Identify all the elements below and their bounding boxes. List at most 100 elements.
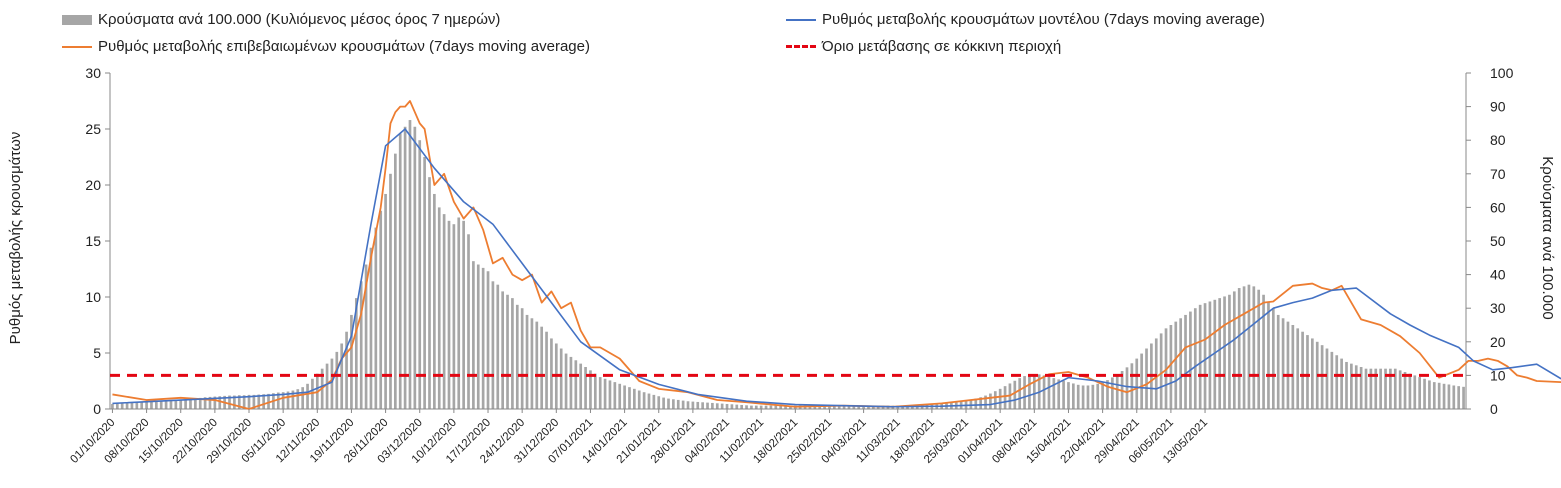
bar <box>511 298 514 409</box>
bar <box>1242 286 1246 409</box>
bar <box>120 403 124 409</box>
bar <box>701 402 704 409</box>
legend-label-bars: Κρούσματα ανά 100.000 (Κυλιόμενος μέσος … <box>98 11 501 28</box>
bar <box>1193 308 1197 409</box>
bar <box>720 403 724 409</box>
bar <box>637 390 641 409</box>
y-left-tick-label: 10 <box>85 289 101 305</box>
bar <box>618 383 622 409</box>
bar <box>111 403 114 409</box>
bar <box>833 405 836 409</box>
bar <box>584 367 587 409</box>
bar <box>1174 321 1178 409</box>
bar <box>1091 384 1095 409</box>
bar <box>496 284 500 409</box>
bar <box>633 388 636 409</box>
bar <box>1081 385 1085 409</box>
bar <box>1086 385 1090 409</box>
bar <box>194 398 197 409</box>
bar <box>418 140 422 409</box>
bar <box>1106 380 1109 409</box>
bar <box>423 157 426 409</box>
legend-swatch-model <box>786 18 816 21</box>
bar <box>735 404 739 409</box>
bar <box>330 358 334 409</box>
bar <box>1218 298 1222 409</box>
bar <box>711 402 714 409</box>
bar <box>242 395 246 409</box>
bar <box>1286 321 1290 409</box>
bar <box>354 298 358 409</box>
bar <box>642 392 646 409</box>
bar <box>842 405 846 409</box>
bar <box>774 405 778 409</box>
bar <box>306 383 309 409</box>
legend-item-threshold: Όριο μετάβασης σε κόκκινη περιοχή <box>786 38 1061 55</box>
bar <box>1311 338 1314 409</box>
bar <box>1354 365 1358 409</box>
bar <box>1159 333 1163 409</box>
bar <box>579 363 583 409</box>
bar <box>1023 376 1026 409</box>
bar <box>213 396 217 409</box>
bar <box>1271 308 1275 409</box>
bar <box>530 318 534 409</box>
bar <box>628 387 631 409</box>
bar <box>1306 335 1309 409</box>
bar <box>603 378 607 409</box>
bar <box>233 395 236 409</box>
legend-label-threshold: Όριο μετάβασης σε κόκκινη περιοχή <box>822 38 1062 55</box>
bar <box>394 153 397 409</box>
bar <box>1345 361 1348 409</box>
bar <box>291 390 295 409</box>
bar <box>1223 296 1226 409</box>
bar <box>184 399 187 409</box>
bar <box>486 271 490 409</box>
bar <box>520 308 524 409</box>
bar <box>364 264 368 409</box>
confirmed-line <box>112 100 1561 410</box>
bar <box>457 217 461 409</box>
bar <box>1076 384 1080 409</box>
bar <box>1232 291 1236 409</box>
bar <box>1393 368 1397 409</box>
model-line <box>112 128 1561 408</box>
legend-label-confirmed: Ρυθμός μεταβολής επιβεβαιωμένων κρουσμάτ… <box>98 38 590 55</box>
bar <box>1203 303 1207 409</box>
bar <box>1047 376 1051 409</box>
bar <box>428 177 431 409</box>
bar <box>301 387 305 409</box>
bar <box>437 207 441 409</box>
bar <box>115 403 119 409</box>
bar <box>1276 314 1280 409</box>
bar <box>745 405 748 409</box>
bar <box>872 405 875 409</box>
y-left-tick-label: 30 <box>85 65 101 81</box>
bar <box>545 331 548 409</box>
bar <box>1389 368 1392 409</box>
bar <box>598 377 602 409</box>
bar <box>189 398 192 409</box>
bar <box>1457 386 1461 409</box>
y-left-tick-label: 0 <box>93 401 101 417</box>
bar <box>662 397 665 409</box>
legend-item-confirmed: Ρυθμός μεταβολής επιβεβαιωμένων κρουσμάτ… <box>62 38 590 55</box>
bar <box>1330 351 1334 409</box>
bar <box>769 405 773 409</box>
y-left-tick-label: 15 <box>85 233 101 249</box>
bar <box>823 405 826 409</box>
bar <box>374 227 378 409</box>
y-right-tick-label: 70 <box>1490 166 1506 182</box>
bar <box>1364 368 1368 409</box>
bar <box>257 394 261 409</box>
bar <box>613 382 617 409</box>
y-right-tick-label: 60 <box>1490 199 1506 215</box>
bar <box>535 321 539 409</box>
legend-swatch-bars <box>62 14 92 25</box>
bar <box>1462 386 1465 409</box>
bar <box>325 363 329 409</box>
bar <box>608 380 612 409</box>
bar <box>1325 348 1329 409</box>
bar <box>389 173 392 409</box>
